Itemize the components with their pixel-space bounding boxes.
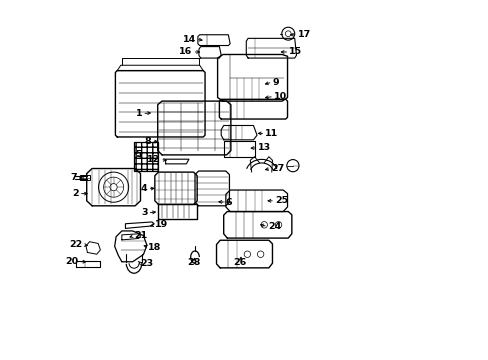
Text: 4: 4 <box>141 184 147 193</box>
Text: 25: 25 <box>274 196 287 205</box>
Text: 8: 8 <box>144 137 151 146</box>
Text: 9: 9 <box>272 78 279 87</box>
Text: 24: 24 <box>267 222 281 231</box>
Text: 12: 12 <box>147 155 160 164</box>
Text: 23: 23 <box>140 259 153 268</box>
Text: 21: 21 <box>134 231 147 240</box>
Text: 18: 18 <box>148 243 162 252</box>
Text: 22: 22 <box>69 240 82 249</box>
Text: 26: 26 <box>233 258 246 267</box>
Text: 7: 7 <box>70 174 77 183</box>
Text: 20: 20 <box>65 257 79 266</box>
Text: 13: 13 <box>258 143 271 152</box>
Text: 11: 11 <box>265 129 278 138</box>
Text: 1: 1 <box>135 109 142 118</box>
Text: 10: 10 <box>273 92 286 101</box>
Bar <box>134 142 158 171</box>
Bar <box>80 175 90 180</box>
Text: 16: 16 <box>179 48 192 57</box>
Text: 2: 2 <box>72 189 79 198</box>
Text: 19: 19 <box>155 220 168 229</box>
Text: 15: 15 <box>289 48 302 57</box>
Text: 28: 28 <box>186 258 200 267</box>
Text: 5: 5 <box>135 150 142 159</box>
Text: 14: 14 <box>183 35 196 44</box>
Text: 17: 17 <box>297 30 310 39</box>
Text: 3: 3 <box>141 208 147 217</box>
Bar <box>134 142 158 171</box>
Text: 6: 6 <box>225 198 232 207</box>
Text: 27: 27 <box>271 164 284 173</box>
